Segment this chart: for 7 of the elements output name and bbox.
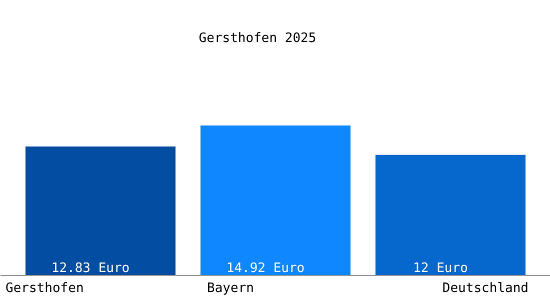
x-tick-label: Gersthofen: [6, 281, 84, 296]
data-label: 14.92 Euro: [226, 261, 305, 276]
x-tick-label: Deutschland: [442, 281, 528, 296]
chart-title: Gersthofen 2025: [198, 31, 316, 46]
x-tick-label: Bayern: [207, 281, 254, 296]
data-label: 12 Euro: [413, 261, 468, 276]
data-label: 12.83 Euro: [51, 261, 130, 276]
